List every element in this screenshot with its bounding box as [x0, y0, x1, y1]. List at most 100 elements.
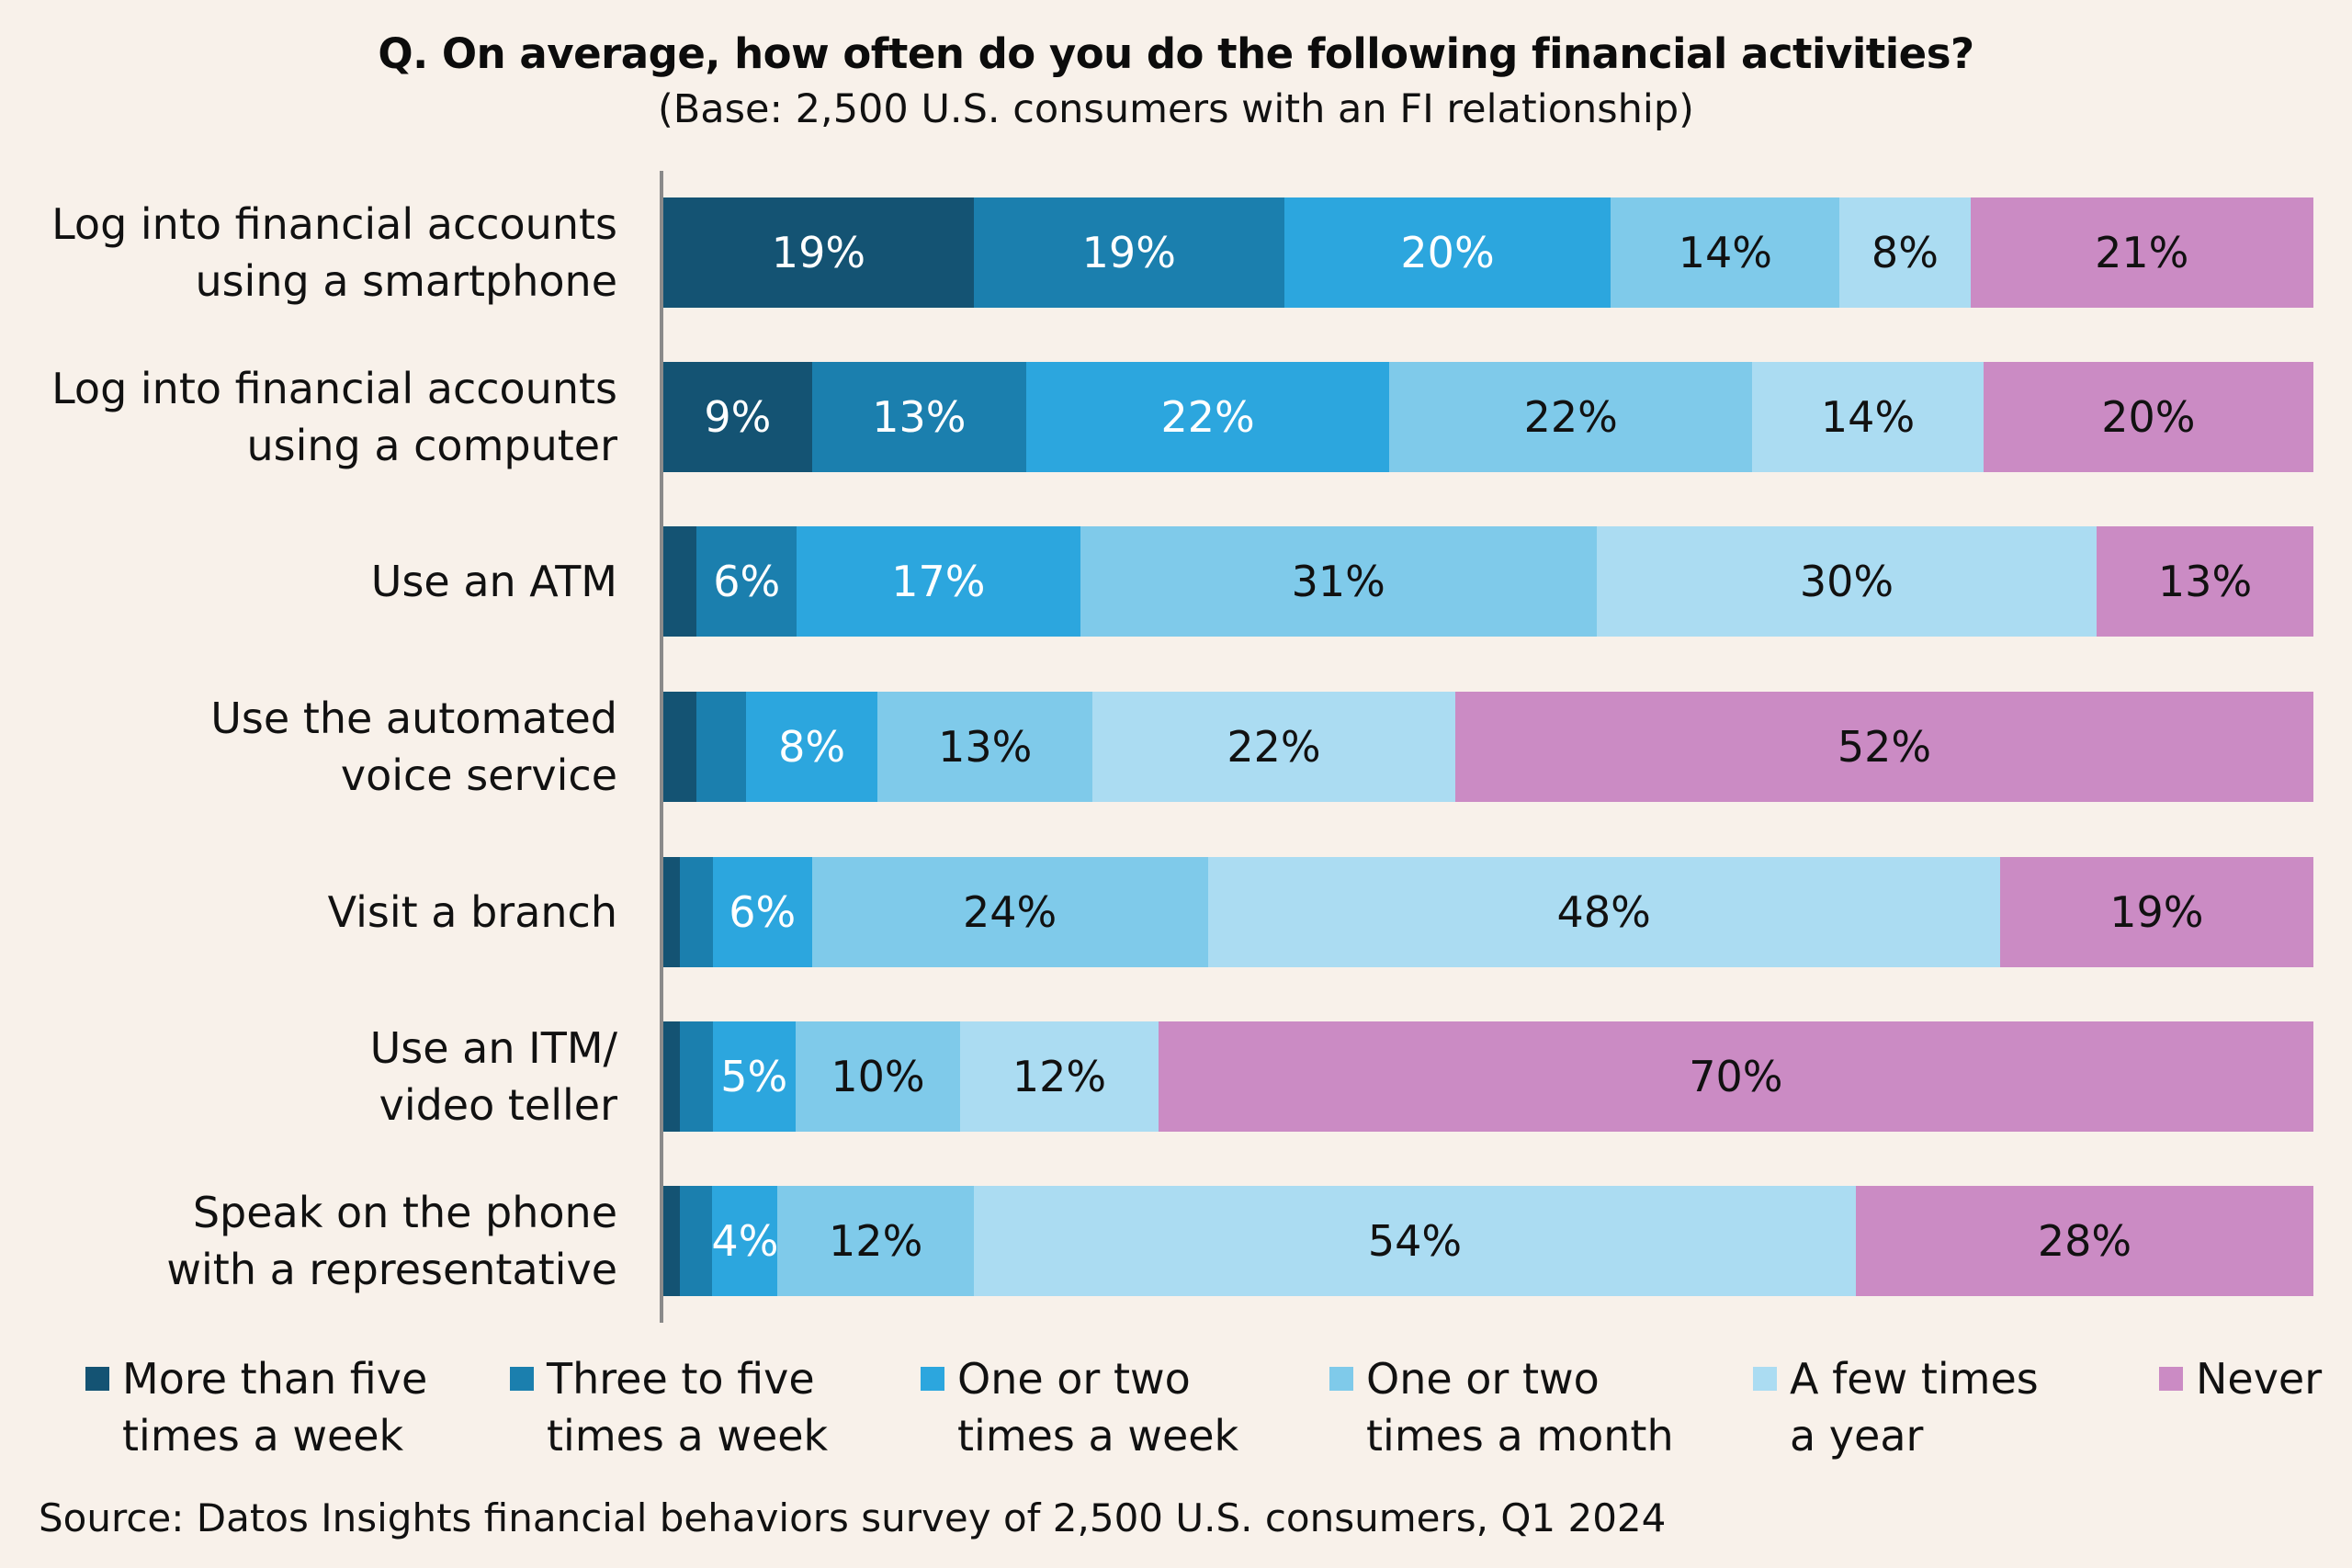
segment-value-label: 21% [2095, 228, 2189, 277]
bar-segment-never: 13% [2097, 526, 2313, 637]
bar-segment-one-two-week: 5% [712, 1021, 796, 1132]
bar-segment-one-two-month: 12% [777, 1186, 974, 1296]
bar-segment-never: 52% [1455, 692, 2313, 802]
bar-segment-one-two-month: 24% [811, 857, 1208, 967]
segment-value-label: 4% [711, 1216, 779, 1266]
stacked-bar: 8% 13% 22% 52% [663, 692, 2313, 802]
row-label: Speak on the phone with a representative [18, 1184, 617, 1298]
legend-label-line1: One or two [957, 1354, 1191, 1404]
row-label: Visit a branch [18, 855, 617, 969]
segment-value-label: 12% [829, 1216, 923, 1266]
segment-value-label: 6% [729, 887, 797, 937]
legend-swatch-icon [510, 1367, 534, 1391]
bar-segment-one-two-month: 31% [1080, 526, 1597, 637]
segment-value-label: 24% [963, 887, 1057, 937]
segment-value-label: 22% [1523, 392, 1618, 442]
bar-segment-three-to-five-week: 19% [973, 197, 1284, 308]
segment-value-label: 8% [778, 722, 846, 772]
segment-value-label: 17% [891, 557, 986, 606]
legend-swatch-icon [2159, 1367, 2183, 1391]
segment-value-label: 14% [1678, 228, 1772, 277]
bar-segment-never: 19% [1999, 857, 2313, 967]
bar-segment-more-than-five-week: 19% [663, 197, 974, 308]
legend-label-line1: Never [2196, 1354, 2323, 1404]
segment-value-label: 48% [1556, 887, 1651, 937]
row-label: Log into financial accounts using a comp… [18, 360, 617, 474]
segment-value-label: 8% [1871, 228, 1939, 277]
segment-value-label: 10% [831, 1052, 925, 1101]
bar-segment-three-to-five-week [679, 1186, 713, 1296]
segment-value-label: 28% [2037, 1216, 2132, 1266]
segment-value-label: 20% [2101, 392, 2196, 442]
segment-value-label: 52% [1837, 722, 1932, 772]
row-label-line2: voice service [340, 750, 617, 800]
segment-value-label: 70% [1689, 1052, 1783, 1101]
segment-value-label: 19% [771, 228, 866, 277]
stacked-bar: 5% 10% 12% 70% [663, 1021, 2313, 1132]
segment-value-label: 12% [1012, 1052, 1107, 1101]
legend-swatch-icon [921, 1367, 944, 1391]
stacked-bar: 6% 17% 31% 30% 13% [663, 526, 2313, 637]
bar-segment-never: 20% [1983, 362, 2313, 472]
row-label-line1: Log into financial accounts [51, 199, 617, 249]
bar-segment-more-than-five-week [663, 857, 680, 967]
bar-segment-never: 70% [1158, 1021, 2313, 1132]
legend-label-line1: Three to five [547, 1354, 815, 1404]
bar-segment-three-to-five-week [695, 692, 746, 802]
bar-segment-never: 21% [1970, 197, 2313, 308]
bar-segment-one-two-week: 8% [745, 692, 878, 802]
row-label-line1: Log into financial accounts [51, 364, 617, 413]
legend-swatch-icon [1329, 1367, 1353, 1391]
row-label-line2: video teller [379, 1080, 617, 1130]
chart-title: Q. On average, how often do you do the f… [378, 29, 1974, 78]
bar-segment-three-to-five-week: 13% [811, 362, 1027, 472]
legend-label-line1: One or two [1366, 1354, 1600, 1404]
legend-label-line2: times a week [957, 1411, 1239, 1461]
legend-swatch-icon [85, 1367, 109, 1391]
row-label: Use an ATM [18, 525, 617, 638]
bar-segment-few-times-year: 8% [1839, 197, 1971, 308]
segment-value-label: 5% [720, 1052, 788, 1101]
segment-value-label: 14% [1820, 392, 1916, 442]
segment-value-label: 20% [1400, 228, 1495, 277]
legend-swatch-icon [1753, 1367, 1777, 1391]
row-label: Use the automated voice service [18, 690, 617, 804]
bar-segment-one-two-week: 20% [1283, 197, 1611, 308]
segment-value-label: 54% [1367, 1216, 1463, 1266]
bar-segment-more-than-five-week [663, 1021, 680, 1132]
segment-value-label: 6% [713, 557, 781, 606]
bar-segment-three-to-five-week [679, 857, 713, 967]
legend-item-three-to-five-week: Three to five times a week [510, 1350, 828, 1464]
legend-label-line1: More than five [122, 1354, 428, 1404]
bar-segment-more-than-five-week [663, 1186, 680, 1296]
bar-segment-three-to-five-week [679, 1021, 713, 1132]
legend-label-line2: a year [1790, 1411, 1924, 1461]
legend-item-one-two-week: One or two times a week [921, 1350, 1238, 1464]
segment-value-label: 19% [2109, 887, 2204, 937]
bar-segment-few-times-year: 12% [960, 1021, 1159, 1132]
segment-value-label: 13% [2157, 557, 2253, 606]
legend-item-few-times-year: A few times a year [1753, 1350, 2039, 1464]
segment-value-label: 22% [1160, 392, 1255, 442]
bar-segment-never: 28% [1856, 1186, 2313, 1296]
bar-segment-one-two-week: 4% [711, 1186, 779, 1296]
row-label-line1: Visit a branch [327, 887, 617, 937]
bar-segment-more-than-five-week [663, 692, 696, 802]
source-note: Source: Datos Insights financial behavio… [39, 1495, 1667, 1540]
row-label-line1: Use an ATM [370, 557, 617, 606]
bar-segment-few-times-year: 48% [1207, 857, 2000, 967]
row-label-line1: Speak on the phone [192, 1188, 617, 1237]
row-label: Log into financial accounts using a smar… [18, 196, 617, 310]
y-axis-line [660, 171, 663, 1323]
segment-value-label: 19% [1081, 228, 1176, 277]
chart-subtitle: (Base: 2,500 U.S. consumers with an FI r… [658, 86, 1694, 132]
bar-segment-few-times-year: 14% [1752, 362, 1984, 472]
legend: More than five times a week Three to fiv… [0, 1350, 2352, 1470]
legend-item-never: Never [2159, 1350, 2322, 1407]
bar-segment-one-two-month: 10% [795, 1021, 961, 1132]
row-label-line2: with a representative [166, 1245, 617, 1294]
stacked-bar: 6% 24% 48% 19% [663, 857, 2313, 967]
legend-label-line2: times a week [547, 1411, 829, 1461]
bar-segment-three-to-five-week: 6% [696, 526, 797, 637]
stacked-bar: 4% 12% 54% 28% [663, 1186, 2313, 1296]
